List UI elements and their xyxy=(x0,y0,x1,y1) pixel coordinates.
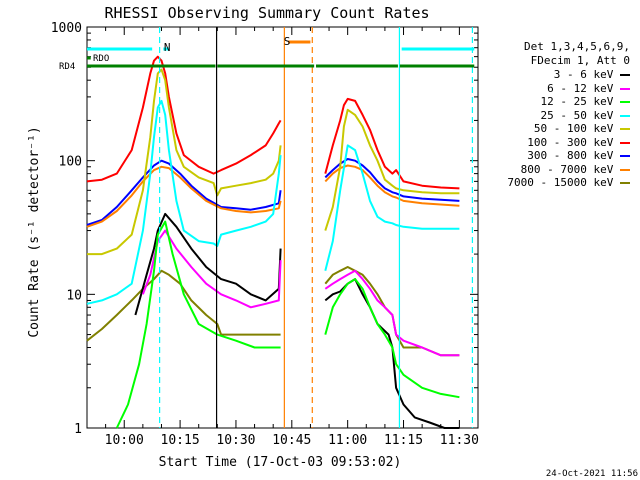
legend-label: 7000 - 15000 keV xyxy=(507,176,620,189)
series-line-0 xyxy=(134,212,460,429)
legend-entry: 3 - 6 keV xyxy=(554,68,630,81)
series-lines xyxy=(86,55,460,429)
series-line-3 xyxy=(86,99,460,305)
legend-label: 12 - 25 keV xyxy=(540,95,620,108)
legend-swatch xyxy=(620,74,630,76)
legend-swatch xyxy=(620,114,630,117)
x-axis-label: Start Time (17-Oct-03 09:53:02) xyxy=(159,455,402,470)
annotation-n: N xyxy=(164,41,171,54)
legend-entry: 50 - 100 keV xyxy=(534,122,630,135)
series-line-6 xyxy=(86,158,460,226)
legend-entry: 800 - 7000 keV xyxy=(521,163,630,176)
series-line-2 xyxy=(115,220,460,429)
legend-entry: 7000 - 15000 keV xyxy=(507,176,630,189)
legend-label: 800 - 7000 keV xyxy=(520,162,620,176)
y-tick-label: 1 xyxy=(74,422,82,437)
legend-swatch xyxy=(620,168,630,171)
legend-entry: 12 - 25 keV xyxy=(541,95,630,108)
legend-swatch xyxy=(620,141,630,144)
legend-entry: 300 - 800 keV xyxy=(527,149,630,162)
series-line-8 xyxy=(86,266,460,357)
legend-swatch xyxy=(620,87,630,90)
x-tick-label: 10:15 xyxy=(161,433,200,448)
y-axis-label: Count Rate (s⁻¹ detector⁻¹) xyxy=(27,126,42,337)
y-tick-label: 100 xyxy=(59,155,82,170)
x-tick-label: 10:30 xyxy=(216,433,255,448)
legend-label: 100 - 300 keV xyxy=(527,135,620,149)
series-line-1 xyxy=(141,229,460,357)
timestamp: 24-Oct-2021 11:56 xyxy=(546,469,638,479)
legend-swatch xyxy=(620,182,630,184)
legend-entry: 100 - 300 keV xyxy=(527,136,630,149)
x-tick-label: 11:15 xyxy=(384,433,423,448)
x-tick-label: 11:30 xyxy=(440,433,479,448)
axes: 10:00 10:15 10:30 10:45 11:00 11:15 11:30 1 10 10… xyxy=(51,21,479,448)
x-tick-label: 11:00 xyxy=(328,433,367,448)
series-line-4 xyxy=(87,68,460,256)
legend-label: 300 - 800 keV xyxy=(527,149,620,162)
annotation-s: S xyxy=(284,35,291,48)
series-line-7 xyxy=(86,164,460,228)
legend-swatch xyxy=(620,101,630,103)
x-tick-label: 10:00 xyxy=(105,433,144,448)
chart-title: RHESSI Observing Summary Count Rates xyxy=(104,4,429,22)
annotation-rd4: RD4 xyxy=(59,62,75,72)
y-tick-label: 1000 xyxy=(51,21,82,36)
flag-overlays: N S RDO RD4 xyxy=(59,27,475,428)
legend-label: 6 - 12 keV xyxy=(547,81,620,95)
legend-label: 25 - 50 keV xyxy=(540,108,620,122)
legend-entry: 6 - 12 keV xyxy=(547,82,630,95)
legend-label: 50 - 100 keV xyxy=(533,122,620,135)
legend-swatch xyxy=(620,128,630,130)
x-tick-label: 10:45 xyxy=(272,433,311,448)
plot-frame xyxy=(86,26,479,429)
series-line-5 xyxy=(86,55,460,190)
legend-label: 3 - 6 keV xyxy=(553,68,620,81)
annotation-rdo: RDO xyxy=(93,54,109,64)
legend-entry: 25 - 50 keV xyxy=(541,109,630,122)
legend-header: Det 1,3,4,5,6,9, xyxy=(524,40,630,53)
legend-header: FDecim 1, Att 0 xyxy=(530,54,630,67)
y-tick-label: 10 xyxy=(66,288,82,303)
legend-swatch xyxy=(620,155,630,157)
